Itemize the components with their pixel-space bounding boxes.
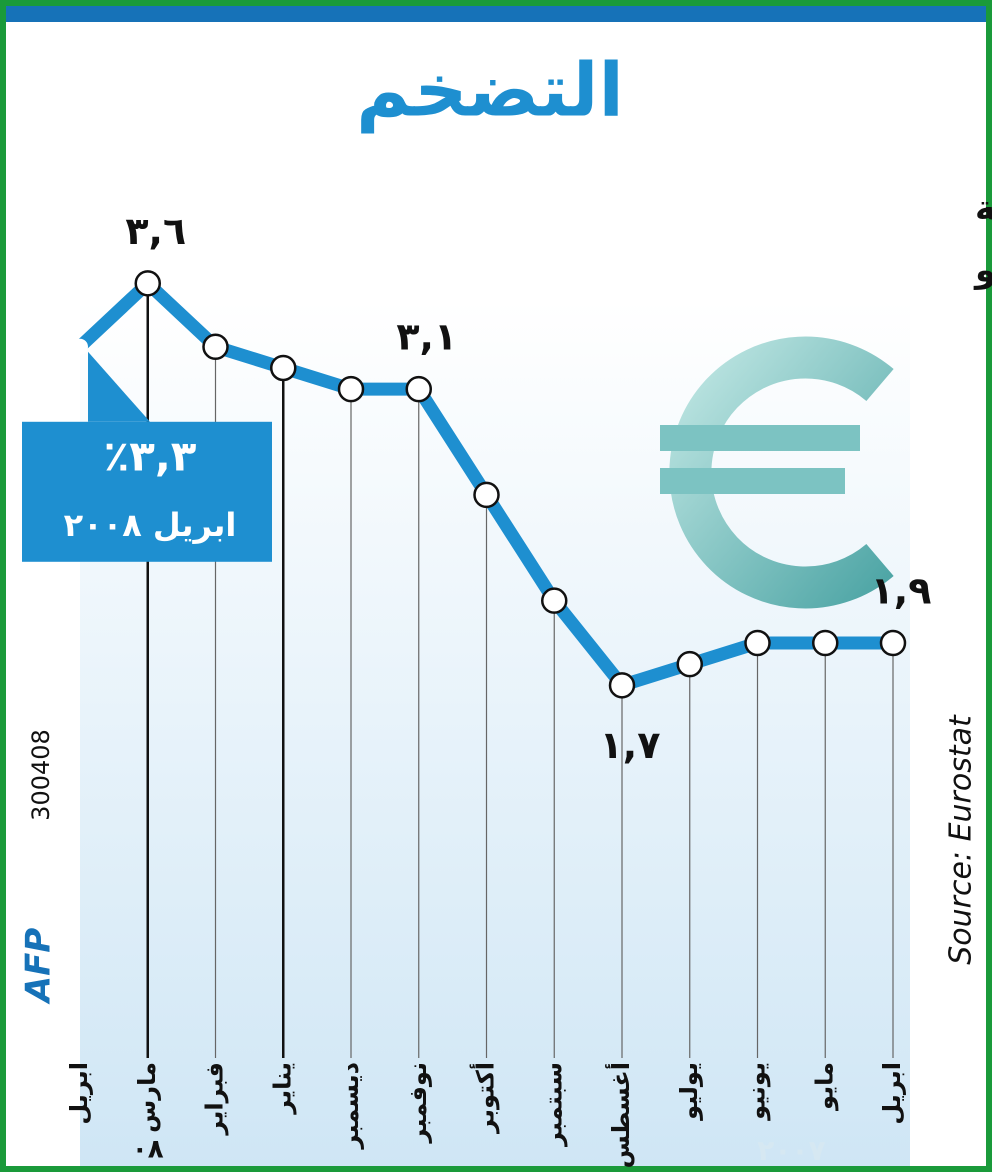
point [881,631,905,655]
x-tick-label: أغسطس [605,1062,635,1168]
x-tick-label: سبتمبر [539,1062,567,1147]
year-label: ٢٠٠٧ [757,1134,825,1167]
code: 300408 [27,729,55,821]
point [610,673,634,697]
x-tick-label: نوفمبر [404,1062,432,1144]
point [72,339,88,355]
x-tick-label: يناير [268,1062,296,1115]
point [542,589,566,613]
year-label: ٠٨ [132,1135,164,1165]
point [678,652,702,676]
subtitle: في منطقة اليورو [973,251,992,291]
callout-value: ٣,٣٪ [104,431,197,480]
x-tick-label: ديسمبر [336,1062,364,1150]
point [813,631,837,655]
point [339,377,363,401]
point [746,631,770,655]
point [271,356,295,380]
point [407,377,431,401]
x-tick-label: فبراير [201,1062,229,1136]
point [136,271,160,295]
x-tick-label: مايو [810,1062,838,1111]
value-label: ١,٩ [871,569,932,613]
chart-title: التضخم [356,48,624,134]
agency: AFP [19,928,59,1006]
point [475,483,499,507]
subtitle: نسبة التضخم السنوية [975,189,992,229]
x-tick-label: أكتوبر [470,1062,500,1134]
x-tick-label: مارس [133,1062,161,1133]
source: Source: Eurostat [944,714,979,965]
value-label: ١,٧ [600,723,661,767]
x-tick-label: ابريل [65,1062,93,1125]
top-bar [6,6,986,22]
point [204,335,228,359]
value-label: ٣,٦ [125,209,186,253]
x-tick-label: يونيو [743,1062,771,1121]
x-tick-label: يوليو [675,1062,703,1121]
x-tick-label: ابريل [878,1062,906,1125]
callout-date: ابريل ٢٠٠٨ [64,506,237,544]
value-label: ٣,١ [396,315,457,359]
chart: التضخم نسبة التضخم السنوية في منطقة اليو… [0,0,992,1172]
